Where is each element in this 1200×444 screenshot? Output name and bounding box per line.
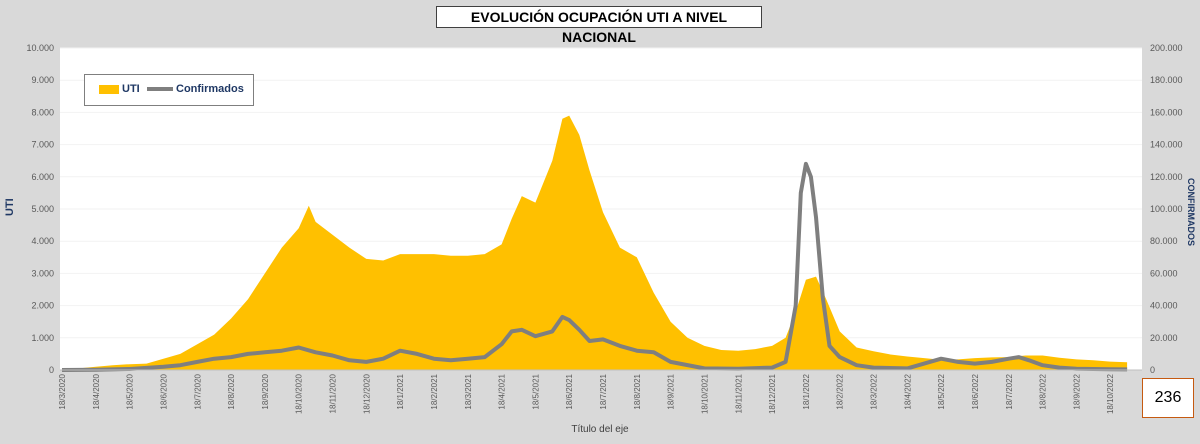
- legend-label-confirmados: Confirmados: [176, 83, 244, 95]
- x-tick-label: 18/8/2021: [633, 373, 642, 409]
- left-tick-label: 7.000: [31, 140, 54, 150]
- left-tick-label: 9.000: [31, 75, 54, 85]
- x-tick-label: 18/8/2022: [1039, 373, 1048, 409]
- x-tick-label: 18/3/2021: [464, 373, 473, 409]
- right-tick-label: 140.000: [1150, 140, 1183, 150]
- x-tick-label: 18/9/2021: [667, 373, 676, 409]
- x-tick-label: 18/12/2021: [768, 373, 777, 414]
- x-tick-label: 18/5/2022: [937, 373, 946, 409]
- x-tick-label: 18/5/2020: [126, 373, 135, 409]
- x-tick-label: 18/9/2022: [1072, 373, 1081, 409]
- x-tick-label: 18/10/2021: [700, 373, 709, 414]
- x-tick-label: 18/11/2021: [734, 373, 743, 413]
- x-tick-label: 18/4/2020: [92, 373, 101, 409]
- right-tick-label: 60.000: [1150, 268, 1178, 278]
- left-tick-label: 6.000: [31, 172, 54, 182]
- legend-item-confirmados: Confirmados: [147, 83, 244, 95]
- y-axis-right-label: CONFIRMADOS: [1186, 178, 1196, 246]
- right-tick-label: 160.000: [1150, 107, 1183, 117]
- x-tick-label: 18/6/2021: [565, 373, 574, 409]
- left-axis-ticks: 0 1.000 2.000 3.000 4.000 5.000 6.000 7.000 8.00…: [26, 43, 54, 375]
- x-tick-label: 18/9/2020: [261, 373, 270, 409]
- x-tick-label: 18/1/2021: [396, 373, 405, 409]
- x-tick-label: 18/11/2020: [329, 373, 338, 413]
- counter-box: 236: [1142, 378, 1194, 418]
- x-tick-label: 18/5/2021: [531, 373, 540, 409]
- x-tick-label: 18/7/2021: [599, 373, 608, 409]
- confirmados-swatch: [147, 87, 173, 91]
- right-axis-ticks: 0 20.000 40.000 60.000 80.000 100.000 120.000 1…: [1150, 43, 1183, 375]
- x-tick-label: 18/3/2022: [870, 373, 879, 409]
- left-tick-label: 5.000: [31, 204, 54, 214]
- y-axis-left-label: UTI: [4, 198, 16, 216]
- x-axis-label: Título del eje: [571, 424, 629, 435]
- right-tick-label: 100.000: [1150, 204, 1183, 214]
- right-tick-label: 120.000: [1150, 172, 1183, 182]
- x-tick-label: 18/7/2020: [193, 373, 202, 409]
- chart-title: EVOLUCIÓN OCUPACIÓN UTI A NIVEL NACIONAL: [436, 6, 762, 45]
- x-tick-label: 18/4/2022: [903, 373, 912, 409]
- x-tick-label: 18/2/2021: [430, 373, 439, 409]
- legend: UTI Confirmados: [84, 74, 254, 106]
- x-tick-label: 18/3/2020: [58, 373, 67, 409]
- right-tick-label: 180.000: [1150, 75, 1183, 85]
- x-tick-label: 18/7/2022: [1005, 373, 1014, 409]
- uti-area-series: [62, 115, 1128, 370]
- x-tick-label: 18/4/2021: [498, 373, 507, 409]
- x-tick-label: 18/1/2022: [802, 373, 811, 409]
- x-axis-ticks: 18/3/2020 18/4/2020 18/5/2020 18/6/2020 18/7…: [58, 373, 1115, 414]
- uti-swatch: [99, 84, 119, 94]
- x-tick-label: 18/12/2020: [362, 373, 371, 414]
- confirmados-line-series: [61, 161, 1128, 372]
- x-tick-label: 18/10/2022: [1106, 373, 1115, 414]
- right-tick-label: 0: [1150, 365, 1155, 375]
- x-tick-label: 18/10/2020: [295, 373, 304, 414]
- legend-label-uti: UTI: [122, 83, 140, 95]
- right-tick-label: 20.000: [1150, 333, 1178, 343]
- left-tick-label: 2.000: [31, 301, 54, 311]
- left-tick-label: 8.000: [31, 107, 54, 117]
- left-tick-label: 3.000: [31, 268, 54, 278]
- right-tick-label: 40.000: [1150, 301, 1178, 311]
- left-tick-label: 4.000: [31, 236, 54, 246]
- legend-item-uti: UTI: [99, 83, 140, 95]
- left-tick-label: 10.000: [26, 43, 54, 53]
- left-tick-label: 1.000: [31, 333, 54, 343]
- x-tick-label: 18/2/2022: [836, 373, 845, 409]
- x-tick-label: 18/6/2022: [971, 373, 980, 409]
- right-tick-label: 200.000: [1150, 43, 1183, 53]
- left-tick-label: 0: [49, 365, 54, 375]
- right-tick-label: 80.000: [1150, 236, 1178, 246]
- x-tick-label: 18/6/2020: [159, 373, 168, 409]
- x-tick-label: 18/8/2020: [227, 373, 236, 409]
